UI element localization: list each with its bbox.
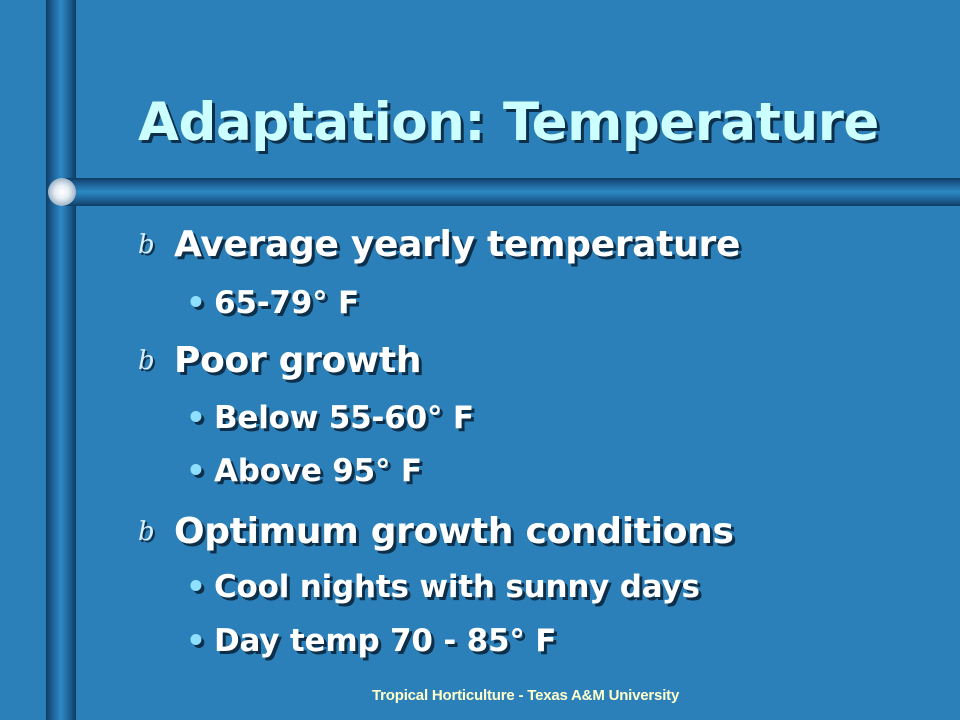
slide-footer: Tropical Horticulture - Texas A&M Univer… (372, 687, 680, 704)
sub-bullet-text: Below 55-60° F (214, 400, 474, 436)
sub-bullet-text: Cool nights with sunny days (214, 569, 700, 605)
sub-bullet-item: • 65-79° F (186, 285, 359, 321)
sub-bullet-text: Day temp 70 - 85° F (214, 623, 557, 659)
sub-bullet-item: • Day temp 70 - 85° F (186, 623, 556, 659)
bullet-text: Poor growth (174, 340, 422, 381)
sub-bullet-text: 65-79° F (214, 285, 360, 321)
sub-bullet-item: • Cool nights with sunny days (186, 569, 700, 605)
bullet-item: b Poor growth (138, 340, 422, 381)
bullet-text: Average yearly temperature (174, 224, 741, 265)
bullet-text: Optimum growth conditions (174, 511, 734, 552)
bullet-item: b Optimum growth conditions (138, 511, 734, 552)
sub-bullet-icon: • (186, 569, 206, 605)
bullet-icon: b (138, 230, 155, 260)
sub-bullet-icon: • (186, 285, 206, 321)
bullet-icon: b (138, 517, 155, 547)
sub-bullet-icon: • (186, 623, 206, 659)
vertical-bar-decoration (46, 0, 76, 720)
slide-title: Adaptation: Temperature (138, 92, 879, 153)
sub-bullet-item: • Above 95° F (186, 453, 422, 489)
bullet-icon: b (138, 346, 155, 376)
sub-bullet-icon: • (186, 453, 206, 489)
sub-bullet-icon: • (186, 400, 206, 436)
sub-bullet-item: • Below 55-60° F (186, 400, 474, 436)
sub-bullet-text: Above 95° F (214, 453, 422, 489)
knob-decoration (48, 178, 76, 206)
bullet-item: b Average yearly temperature (138, 224, 740, 265)
horizontal-bar-decoration (62, 178, 960, 206)
